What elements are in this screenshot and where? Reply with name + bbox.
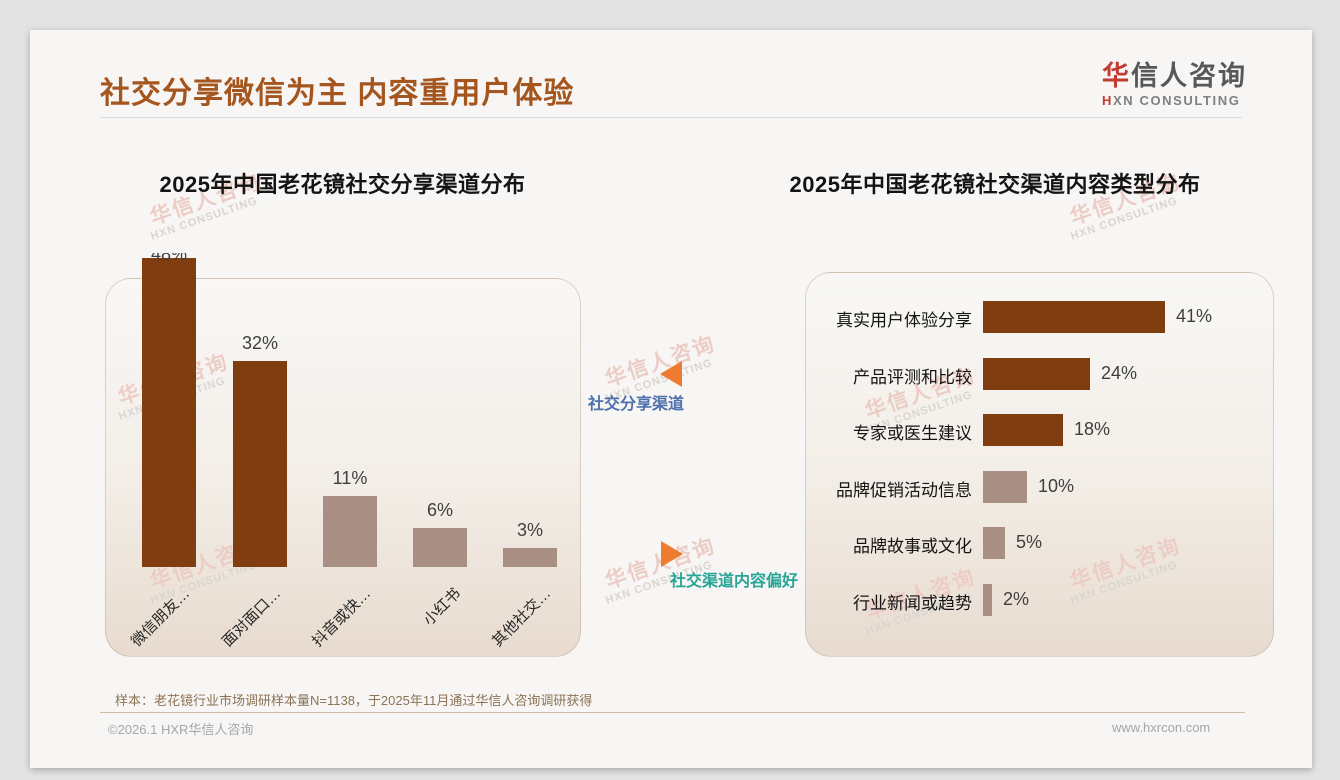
left-chart-title: 2025年中国老花镜社交分享渠道分布: [159, 172, 526, 197]
logo-english: HXN CONSULTING: [1102, 93, 1247, 108]
logo-en-accent: H: [1102, 93, 1113, 108]
bar-value-label: 6%: [426, 500, 453, 520]
bar-value-label: 3%: [516, 520, 543, 540]
company-logo: 华信人咨询 HXN CONSULTING: [1102, 60, 1247, 108]
copyright-text: ©2026.1 HXR华信人咨询: [108, 722, 254, 737]
bar-value-label: 32%: [241, 333, 279, 353]
logo-chinese: 华信人咨询: [1102, 60, 1247, 92]
bar-value-text: 48%: [150, 253, 188, 264]
footer-divider: [100, 712, 1245, 713]
share-channel-annotation: 社交分享渠道: [588, 396, 685, 413]
category-label: 专家或医生建议: [853, 424, 972, 443]
bar: [503, 548, 557, 567]
category-label: 产品评测和比较: [853, 368, 972, 387]
logo-rest-chars: 信人咨询: [1131, 61, 1247, 91]
bar: [142, 258, 196, 567]
category-label: 品牌故事或文化: [853, 537, 972, 556]
bar: [323, 496, 377, 567]
content-preference-annotation: 社交渠道内容偏好: [670, 573, 799, 590]
bar-value-label: 11%: [332, 468, 368, 488]
bar: [983, 301, 1165, 333]
logo-en-rest: XN CONSULTING: [1113, 93, 1241, 108]
bar: [413, 528, 467, 567]
bar: [983, 414, 1063, 446]
sample-note: 样本：老花镜行业市场调研样本量N=1138，于2025年11月通过华信人咨询调研…: [115, 693, 593, 708]
bar-value-label: 24%: [1101, 363, 1138, 383]
right-bar-chart: 真实用户体验分享 41% 产品评测和比较 24% 专家或医生建议 18% 品牌促销活动信息 1…: [805, 272, 1272, 655]
bar-value-label: 2%: [1003, 589, 1030, 609]
website-text: www.hxrcon.com: [1112, 720, 1211, 735]
right-pointer-triangle-icon: [661, 541, 683, 567]
right-chart-panel: [805, 272, 1274, 657]
left-bar-chart: 48% 微信朋友… 32% 面对面口… 11% 抖音或快… 6% 小红书 3% 其他社交…: [105, 240, 580, 660]
bar-value-label: 10%: [1038, 476, 1075, 496]
bar: [983, 471, 1027, 503]
category-label: 真实用户体验分享: [836, 311, 972, 330]
bar-value-label-clipped: 48%: [129, 253, 209, 275]
bar: [233, 361, 287, 567]
bar: [983, 358, 1090, 390]
left-pointer-triangle-icon: [660, 361, 682, 387]
category-label: 行业新闻或趋势: [853, 594, 972, 613]
right-chart-title: 2025年中国老花镜社交渠道内容类型分布: [789, 172, 1201, 197]
category-label: 品牌促销活动信息: [836, 481, 972, 500]
bar-value-label: 18%: [1074, 419, 1111, 439]
title-divider: [100, 117, 1242, 118]
bar-value-label: 5%: [1016, 532, 1043, 552]
logo-accent-char: 华: [1102, 61, 1131, 91]
bar: [983, 527, 1005, 559]
bar: [983, 584, 992, 616]
bar-value-label: 41%: [1176, 306, 1213, 326]
page-title: 社交分享微信为主 内容重用户体验: [100, 77, 575, 110]
